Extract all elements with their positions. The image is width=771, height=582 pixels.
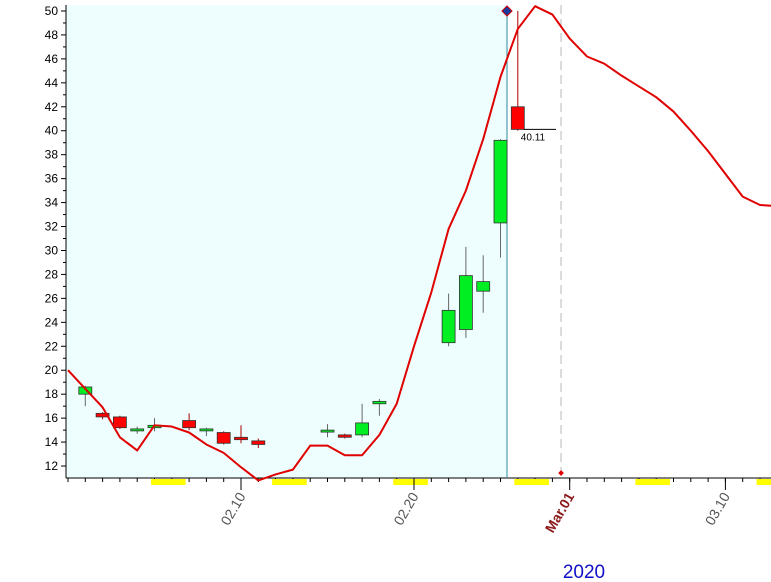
y-tick-label: 14 [45, 435, 59, 449]
y-tick-label: 36 [45, 172, 59, 186]
weekend-marker [635, 479, 671, 485]
candle-body [130, 428, 145, 432]
x-tick-label: 03.10 [702, 489, 733, 528]
y-tick-label: 42 [45, 100, 59, 114]
y-tick-label: 26 [45, 291, 59, 305]
y-tick-label: 22 [45, 339, 59, 353]
y-tick-label: 46 [45, 52, 59, 66]
x-tick-label: 02.20 [390, 489, 421, 528]
peak-marker [501, 5, 513, 17]
y-tick-label: 48 [45, 28, 59, 42]
candle-body [337, 434, 352, 438]
candle-body [234, 436, 248, 441]
y-tick-label: 16 [45, 411, 59, 425]
y-tick-label: 18 [45, 387, 59, 401]
y-tick-label: 30 [45, 243, 59, 257]
weekend-marker [756, 479, 771, 485]
weekend-marker [151, 479, 186, 485]
y-tick-label: 28 [45, 267, 59, 281]
candle-body [78, 386, 93, 395]
candle-body [320, 429, 335, 433]
candle-body [95, 412, 110, 418]
candle-body [372, 400, 387, 405]
candle-body [216, 432, 231, 444]
candle-body [182, 420, 197, 429]
indicator-line [67, 5, 771, 482]
y-tick-label: 40 [45, 124, 59, 138]
x-tick-label: 02.10 [217, 489, 248, 528]
x-tick-label: Mar.01 [542, 489, 578, 535]
date-marker [558, 470, 564, 476]
candle-body [355, 422, 370, 436]
y-tick-label: 32 [45, 220, 59, 234]
history-shading [66, 5, 507, 478]
y-tick-label: 44 [45, 76, 59, 90]
year-label: 2020 [563, 562, 605, 582]
weekend-marker [393, 479, 428, 485]
candle-body [493, 139, 508, 224]
candle-body [458, 275, 473, 330]
y-tick-label: 24 [45, 315, 59, 329]
y-tick-label: 20 [45, 363, 59, 377]
y-tick-label: 12 [45, 459, 59, 473]
last-value-label: 40.11 [521, 132, 546, 143]
candle-body [251, 440, 266, 445]
candle-body [510, 106, 525, 130]
weekend-marker [272, 479, 307, 485]
y-tick-label: 34 [45, 196, 59, 210]
candle-body [441, 309, 456, 344]
candle-body [476, 281, 491, 292]
candle-body [113, 416, 127, 429]
candle-body [199, 428, 214, 432]
weekend-marker [514, 479, 549, 485]
y-tick-label: 38 [45, 148, 59, 162]
y-tick-label: 50 [45, 4, 59, 18]
